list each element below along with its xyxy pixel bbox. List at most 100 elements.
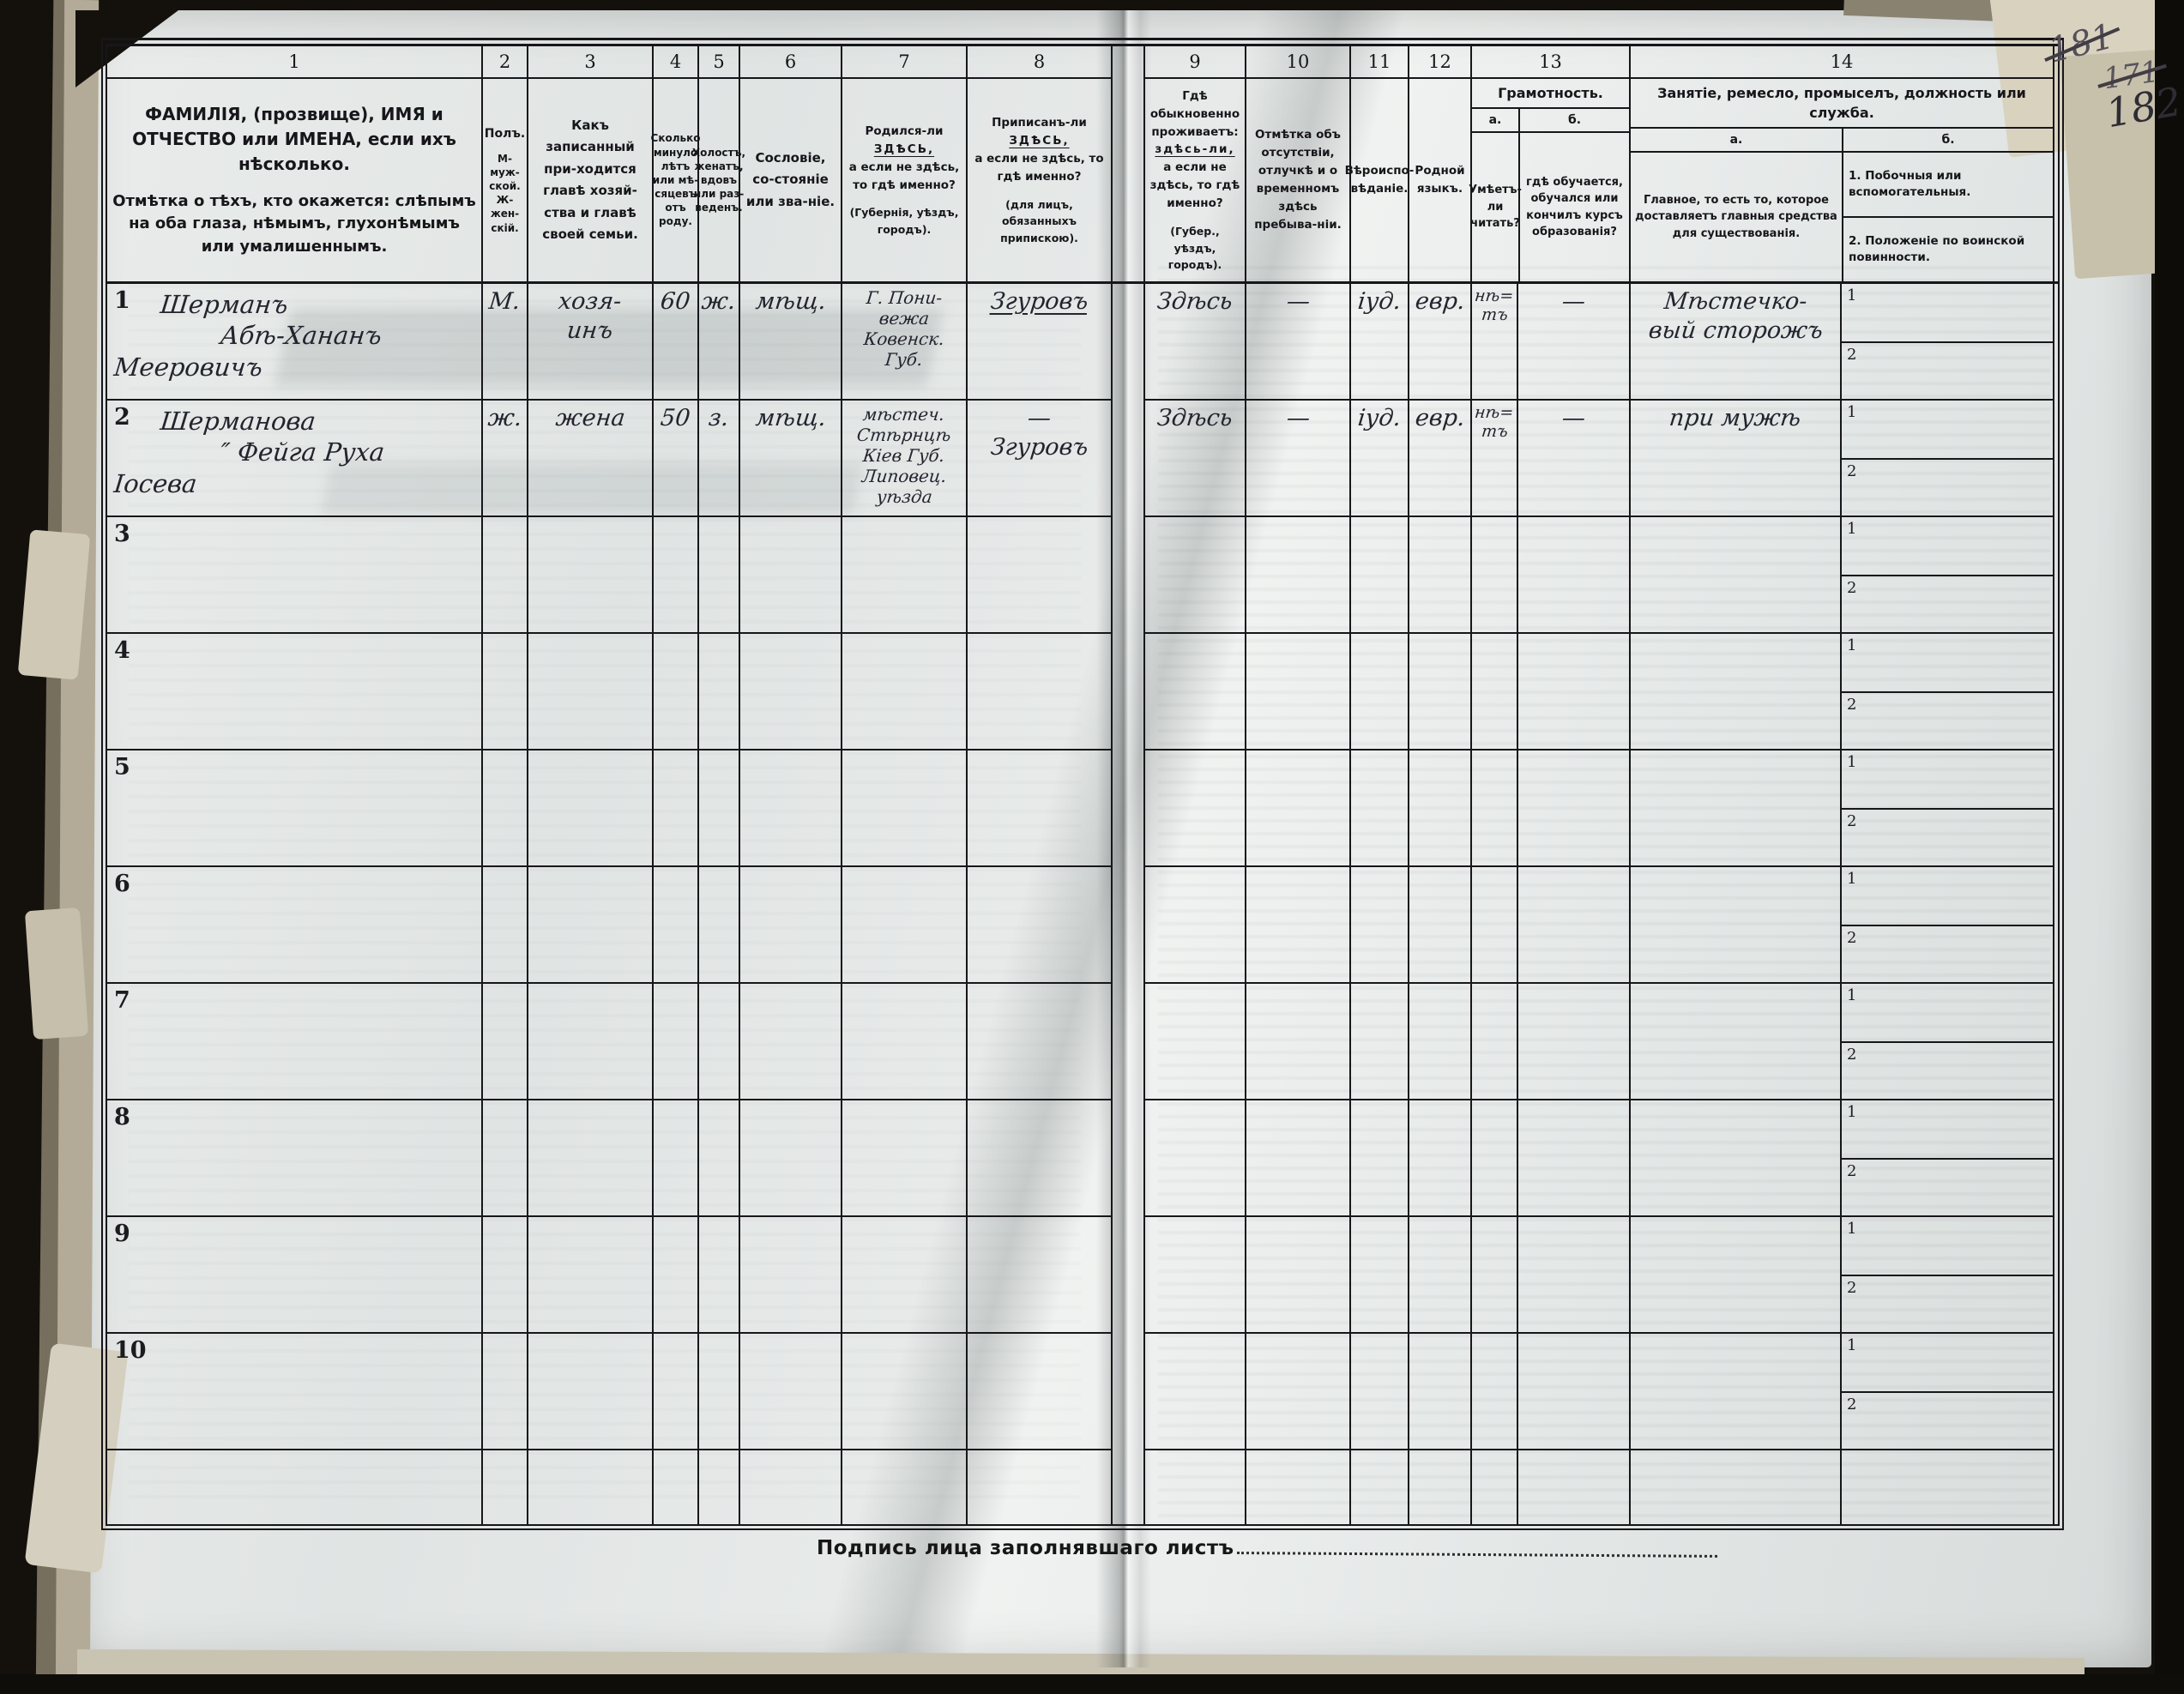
row-number: 1 [114, 287, 130, 314]
side-occupation-subcell: 1 [1842, 867, 2053, 926]
birthplace-cell [842, 1217, 968, 1334]
estate-cell [740, 634, 842, 751]
estate-cell [740, 751, 842, 867]
occupation-cell-line: вый сторожъ [1646, 316, 1825, 344]
age-cell-value: 60 [659, 288, 692, 315]
header-literacy-a: а. [1472, 109, 1518, 134]
side-occupation-subcell: 2 [1842, 810, 2053, 867]
header-sex-male: М-муж-ской. [489, 152, 521, 192]
header-sex-female: Ж-жен-скій. [490, 194, 520, 234]
registered-cell [968, 751, 1113, 867]
absence-cell [1246, 517, 1351, 634]
residence-cell [1145, 634, 1246, 751]
empty-cell [968, 1450, 1113, 1524]
subcell-number: 2 [1847, 929, 1857, 947]
table-body: 1 Шерманъ Абѣ-Хананъ Мееровичъ М. хозя-инъ 60 ж… [107, 284, 2058, 1524]
relation-cell-line: инъ [565, 316, 615, 344]
census-row: 10 1 2 [107, 1334, 2058, 1450]
relation-cell [528, 1100, 654, 1217]
relation-cell-line: жена [554, 405, 626, 431]
empty-cell [699, 1450, 740, 1524]
name-cell: 3 [107, 517, 483, 634]
age-cell [654, 634, 699, 751]
photo-dark-edge [2155, 0, 2184, 1694]
literacy-cell: нѣ= тъ [1472, 401, 1518, 517]
header-occupation-main: Главное, то есть то, которое доставляетъ… [1635, 193, 1837, 240]
birthplace-cell-line: Стѣрнцѣ [855, 425, 953, 445]
absence-cell [1246, 751, 1351, 867]
sex-cell [483, 984, 528, 1100]
sex-cell [483, 1100, 528, 1217]
column-number: 14 [1631, 46, 2054, 79]
header-birthplace-text: а если не здѣсь, то гдѣ именно? [848, 160, 960, 192]
header-occupation-side-2: 2. Положеніе по воинской повинности. [1849, 233, 2025, 265]
page-fold [1113, 984, 1145, 1100]
birthplace-cell [842, 867, 968, 984]
education-cell [1518, 1217, 1631, 1334]
column-number: 3 [528, 46, 654, 79]
name-cell: 2 Шерманова ″ Фейга Руха Іосева [107, 401, 483, 517]
signature-label: Подпись лица заполнявшаго листъ [817, 1537, 1234, 1559]
name-line: Шерманъ [159, 290, 290, 319]
birthplace-cell-line: Ковенск. [862, 329, 946, 349]
age-cell [654, 1100, 699, 1217]
header-literacy: Грамотность. а. б. Умѣетъ-ли читать? гдѣ… [1469, 79, 1631, 281]
empty-cell [1409, 1450, 1472, 1524]
occupation-cell: Мѣстечко-вый сторожъ [1631, 284, 1842, 401]
header-literacy-title: Грамотность. [1472, 79, 1629, 110]
subcell-number: 2 [1847, 579, 1857, 597]
marital-cell-value: ж. [700, 288, 738, 315]
column-number: 2 [483, 46, 528, 79]
subcell-number: 2 [1847, 462, 1857, 480]
marital-cell: з. [699, 401, 740, 517]
header-residence-note: (Губер., уѣздъ, городъ). [1167, 225, 1222, 271]
relation-cell: хозя-инъ [528, 284, 654, 401]
column-number: 10 [1246, 46, 1351, 79]
page-fold [1113, 867, 1145, 984]
residence-cell [1145, 517, 1246, 634]
subcell-number: 1 [1847, 520, 1857, 538]
occupation-cell-line: Мѣстечко- [1662, 288, 1808, 315]
estate-cell: мѣщ. [740, 401, 842, 517]
absence-cell [1246, 1217, 1351, 1334]
column-number: 8 [968, 46, 1113, 79]
estate-cell [740, 1217, 842, 1334]
side-occupation-subcell: 1 [1842, 634, 2053, 693]
row-number: 7 [114, 987, 130, 1014]
language-cell [1409, 1100, 1472, 1217]
residence-cell [1145, 1334, 1246, 1450]
row-number: 4 [114, 637, 130, 664]
marital-cell [699, 634, 740, 751]
registered-cell [968, 634, 1113, 751]
relation-cell [528, 1334, 654, 1450]
marital-cell [699, 1100, 740, 1217]
header-religion: Вѣроиспо-вѣданіе. [1345, 79, 1414, 281]
residence-cell: Здѣсь [1145, 401, 1246, 517]
religion-cell [1351, 517, 1409, 634]
empty-cell [1631, 1450, 1842, 1524]
sex-cell [483, 1217, 528, 1334]
subcell-number: 2 [1847, 1396, 1857, 1414]
occupation-cell [1631, 1334, 1842, 1450]
side-occupation-subcell: 1 [1842, 1100, 2053, 1160]
literacy-cell [1472, 751, 1518, 867]
open-book-spread [75, 10, 2151, 1667]
side-occupation-subcell: 2 [1842, 343, 2053, 401]
literacy-cell-line: нѣ= [1474, 403, 1515, 422]
header-literacy-b: б. [1518, 109, 1629, 134]
header-name-title: ФАМИЛІЯ, (прозвище), ИМЯ и ОТЧЕСТВО или … [132, 104, 456, 175]
row-number: 8 [114, 1104, 130, 1130]
subcell-number: 1 [1847, 1103, 1857, 1121]
side-occupation-subcell: 2 [1842, 1160, 2053, 1217]
side-occupation-subcell: 2 [1842, 576, 2053, 634]
language-cell [1409, 634, 1472, 751]
row-number: 9 [114, 1221, 130, 1247]
relation-cell [528, 751, 654, 867]
estate-cell-value: мѣщ. [753, 288, 828, 315]
occupation-cell [1631, 634, 1842, 751]
